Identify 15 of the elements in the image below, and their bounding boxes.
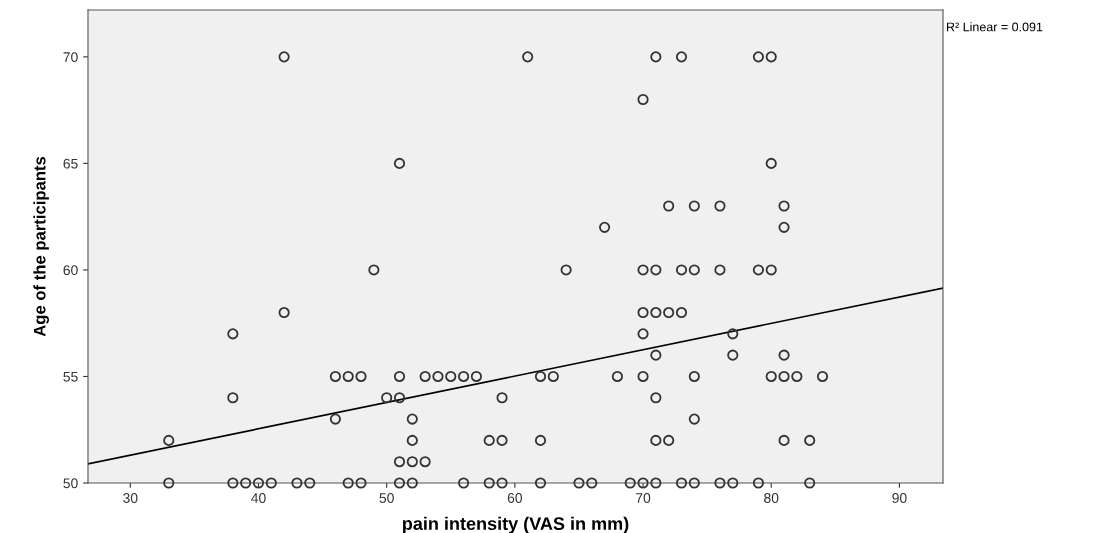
y-axis-title: Age of the participants bbox=[33, 156, 49, 337]
x-tick-label: 80 bbox=[764, 493, 779, 503]
x-tick-label: 60 bbox=[507, 493, 523, 503]
x-tick-label: 70 bbox=[636, 493, 651, 503]
x-axis-title: pain intensity (VAS in mm) bbox=[403, 516, 629, 533]
y-tick-label: 70 bbox=[63, 52, 78, 63]
y-tick-label: 55 bbox=[63, 371, 78, 382]
x-tick-label: 90 bbox=[892, 493, 907, 503]
y-tick-label: 60 bbox=[63, 265, 78, 276]
x-tick-label: 50 bbox=[379, 493, 394, 503]
x-tick-label: 40 bbox=[251, 493, 266, 503]
text: R² Linear = 0.091 bbox=[947, 22, 1043, 32]
y-tick-label: 65 bbox=[63, 158, 78, 169]
y-tick-label: 50 bbox=[63, 478, 78, 489]
x-tick-label: 30 bbox=[123, 493, 138, 503]
